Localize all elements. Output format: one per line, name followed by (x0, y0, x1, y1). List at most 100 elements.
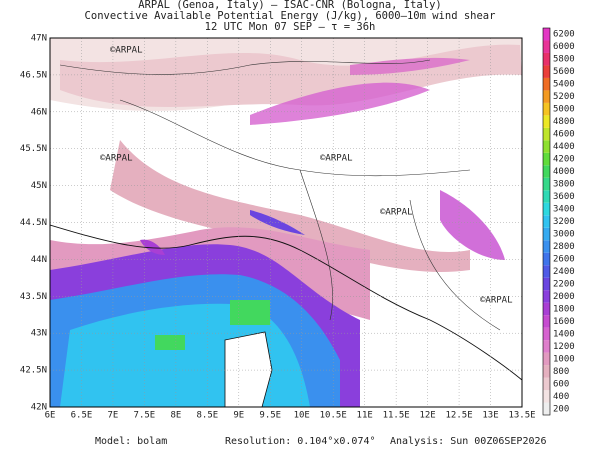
colorbar-swatch (543, 140, 550, 153)
colorbar-label: 4000 (553, 167, 575, 177)
colorbar-swatch (543, 290, 550, 303)
colorbar-label: 3000 (553, 229, 575, 239)
colorbar: 200 400 600 800 1000 1200 1400 1600 1800 2000 2200… (542, 27, 575, 416)
colorbar-frame (542, 27, 551, 416)
map-field: ©ARPAL ©ARPAL ©ARPAL ©ARPAL ©ARPAL (50, 38, 522, 407)
watermark: ©ARPAL (100, 154, 133, 164)
lon-label: 6E (45, 411, 56, 421)
colorbar-swatch (543, 365, 550, 378)
colorbar-swatch (543, 277, 550, 291)
lat-label: 47N (31, 34, 47, 44)
colorbar-label: 1400 (553, 329, 575, 339)
colorbar-swatch (543, 390, 550, 403)
watermark: ©ARPAL (320, 154, 353, 164)
colorbar-swatch (543, 190, 550, 203)
colorbar-label: 4200 (553, 155, 575, 165)
colorbar-label: 2000 (553, 292, 575, 302)
colorbar-label: 3600 (553, 192, 575, 202)
lon-label: 11E (357, 411, 373, 421)
map-frame (49, 37, 523, 408)
lon-label: 9E (233, 411, 244, 421)
colorbar-label: 1600 (553, 317, 575, 327)
lon-label: 12.5E (446, 411, 473, 421)
colorbar-swatch (543, 227, 550, 241)
colorbar-swatch (543, 252, 550, 266)
colorbar-label: 3400 (553, 205, 575, 215)
colorbar-label: 3200 (553, 217, 575, 227)
colorbar-swatch (543, 377, 550, 391)
colorbar-label: 6000 (553, 42, 575, 52)
colorbar-label: 2200 (553, 279, 575, 289)
lat-label: 42.5N (20, 366, 47, 376)
colorbar-swatch (543, 165, 550, 178)
colorbar-label: 400 (553, 392, 569, 402)
colorbar-label: 5800 (553, 55, 575, 65)
lat-label: 46.5N (20, 70, 47, 80)
lat-label: 46N (31, 107, 47, 117)
colorbar-label: 200 (553, 404, 569, 414)
colorbar-swatch (543, 302, 550, 316)
colorbar-swatch (543, 340, 550, 353)
colorbar-swatch (543, 77, 550, 91)
title: ARPAL (Genoa, Italy) – ISAC-CNR (Bologna… (138, 0, 441, 11)
colorbar-swatch (543, 52, 550, 66)
colorbar-swatch (543, 215, 550, 228)
colorbar-label: 5400 (553, 80, 575, 90)
colorbar-label: 2800 (553, 242, 575, 252)
colorbar-label: 1800 (553, 304, 575, 314)
graticule: 47N 46.5N 46N 45.5N 45N 44.5N 44N 43.5N 43N 42.5N… (20, 34, 536, 421)
colorbar-swatch (543, 265, 550, 278)
lon-label: 13E (482, 411, 498, 421)
analysis: Analysis: Sun 00Z06SEP2026 (390, 436, 547, 447)
lon-label: 8.5E (196, 411, 218, 421)
colorbar-label: 6200 (553, 30, 575, 40)
colorbar-label: 5600 (553, 67, 575, 77)
watermark: ©ARPAL (110, 46, 143, 56)
subtitle: Convective Available Potential Energy (J… (85, 10, 496, 22)
colorbar-swatch (543, 127, 550, 141)
colorbar-label: 600 (553, 379, 569, 389)
colorbar-swatch (543, 102, 550, 116)
colorbar-label: 5000 (553, 105, 575, 115)
colorbar-swatch (543, 28, 550, 41)
colorbar-swatch (543, 115, 550, 128)
lon-label: 11.5E (383, 411, 410, 421)
colorbar-label: 1000 (553, 354, 575, 364)
colorbar-swatch (543, 352, 550, 366)
lat-label: 44.5N (20, 218, 47, 228)
lon-label: 13.5E (508, 411, 535, 421)
lat-label: 42N (31, 403, 47, 413)
colorbar-label: 1200 (553, 342, 575, 352)
colorbar-swatch (543, 90, 550, 103)
lon-label: 10E (294, 411, 310, 421)
colorbar-label: 4800 (553, 117, 575, 127)
lat-label: 43.5N (20, 292, 47, 302)
lat-label: 45N (31, 181, 47, 191)
resolution: Resolution: 0.104°x0.074° (225, 436, 376, 447)
colorbar-swatch (543, 152, 550, 166)
colorbar-label: 2600 (553, 254, 575, 264)
colorbar-swatch (543, 402, 550, 415)
colorbar-swatch (543, 40, 550, 53)
colorbar-swatch (543, 202, 550, 216)
colorbar-label: 2400 (553, 267, 575, 277)
lon-label: 9.5E (259, 411, 281, 421)
colorbar-label: 4400 (553, 142, 575, 152)
watermark: ©ARPAL (480, 296, 513, 306)
lon-label: 7.5E (134, 411, 156, 421)
colorbar-swatch (543, 65, 550, 78)
colorbar-label: 4600 (553, 130, 575, 140)
colorbar-label: 800 (553, 367, 569, 377)
colorbar-label: 5200 (553, 92, 575, 102)
lat-label: 43N (31, 329, 47, 339)
lon-label: 7E (108, 411, 119, 421)
colorbar-swatch (543, 315, 550, 328)
valid-time: 12 UTC Mon 07 SEP – τ = 36h (205, 21, 376, 33)
lon-label: 12E (419, 411, 435, 421)
colorbar-label: 3800 (553, 180, 575, 190)
colorbar-swatch (543, 327, 550, 341)
lat-label: 44N (31, 255, 47, 265)
lon-label: 6.5E (71, 411, 93, 421)
lat-label: 45.5N (20, 144, 47, 154)
